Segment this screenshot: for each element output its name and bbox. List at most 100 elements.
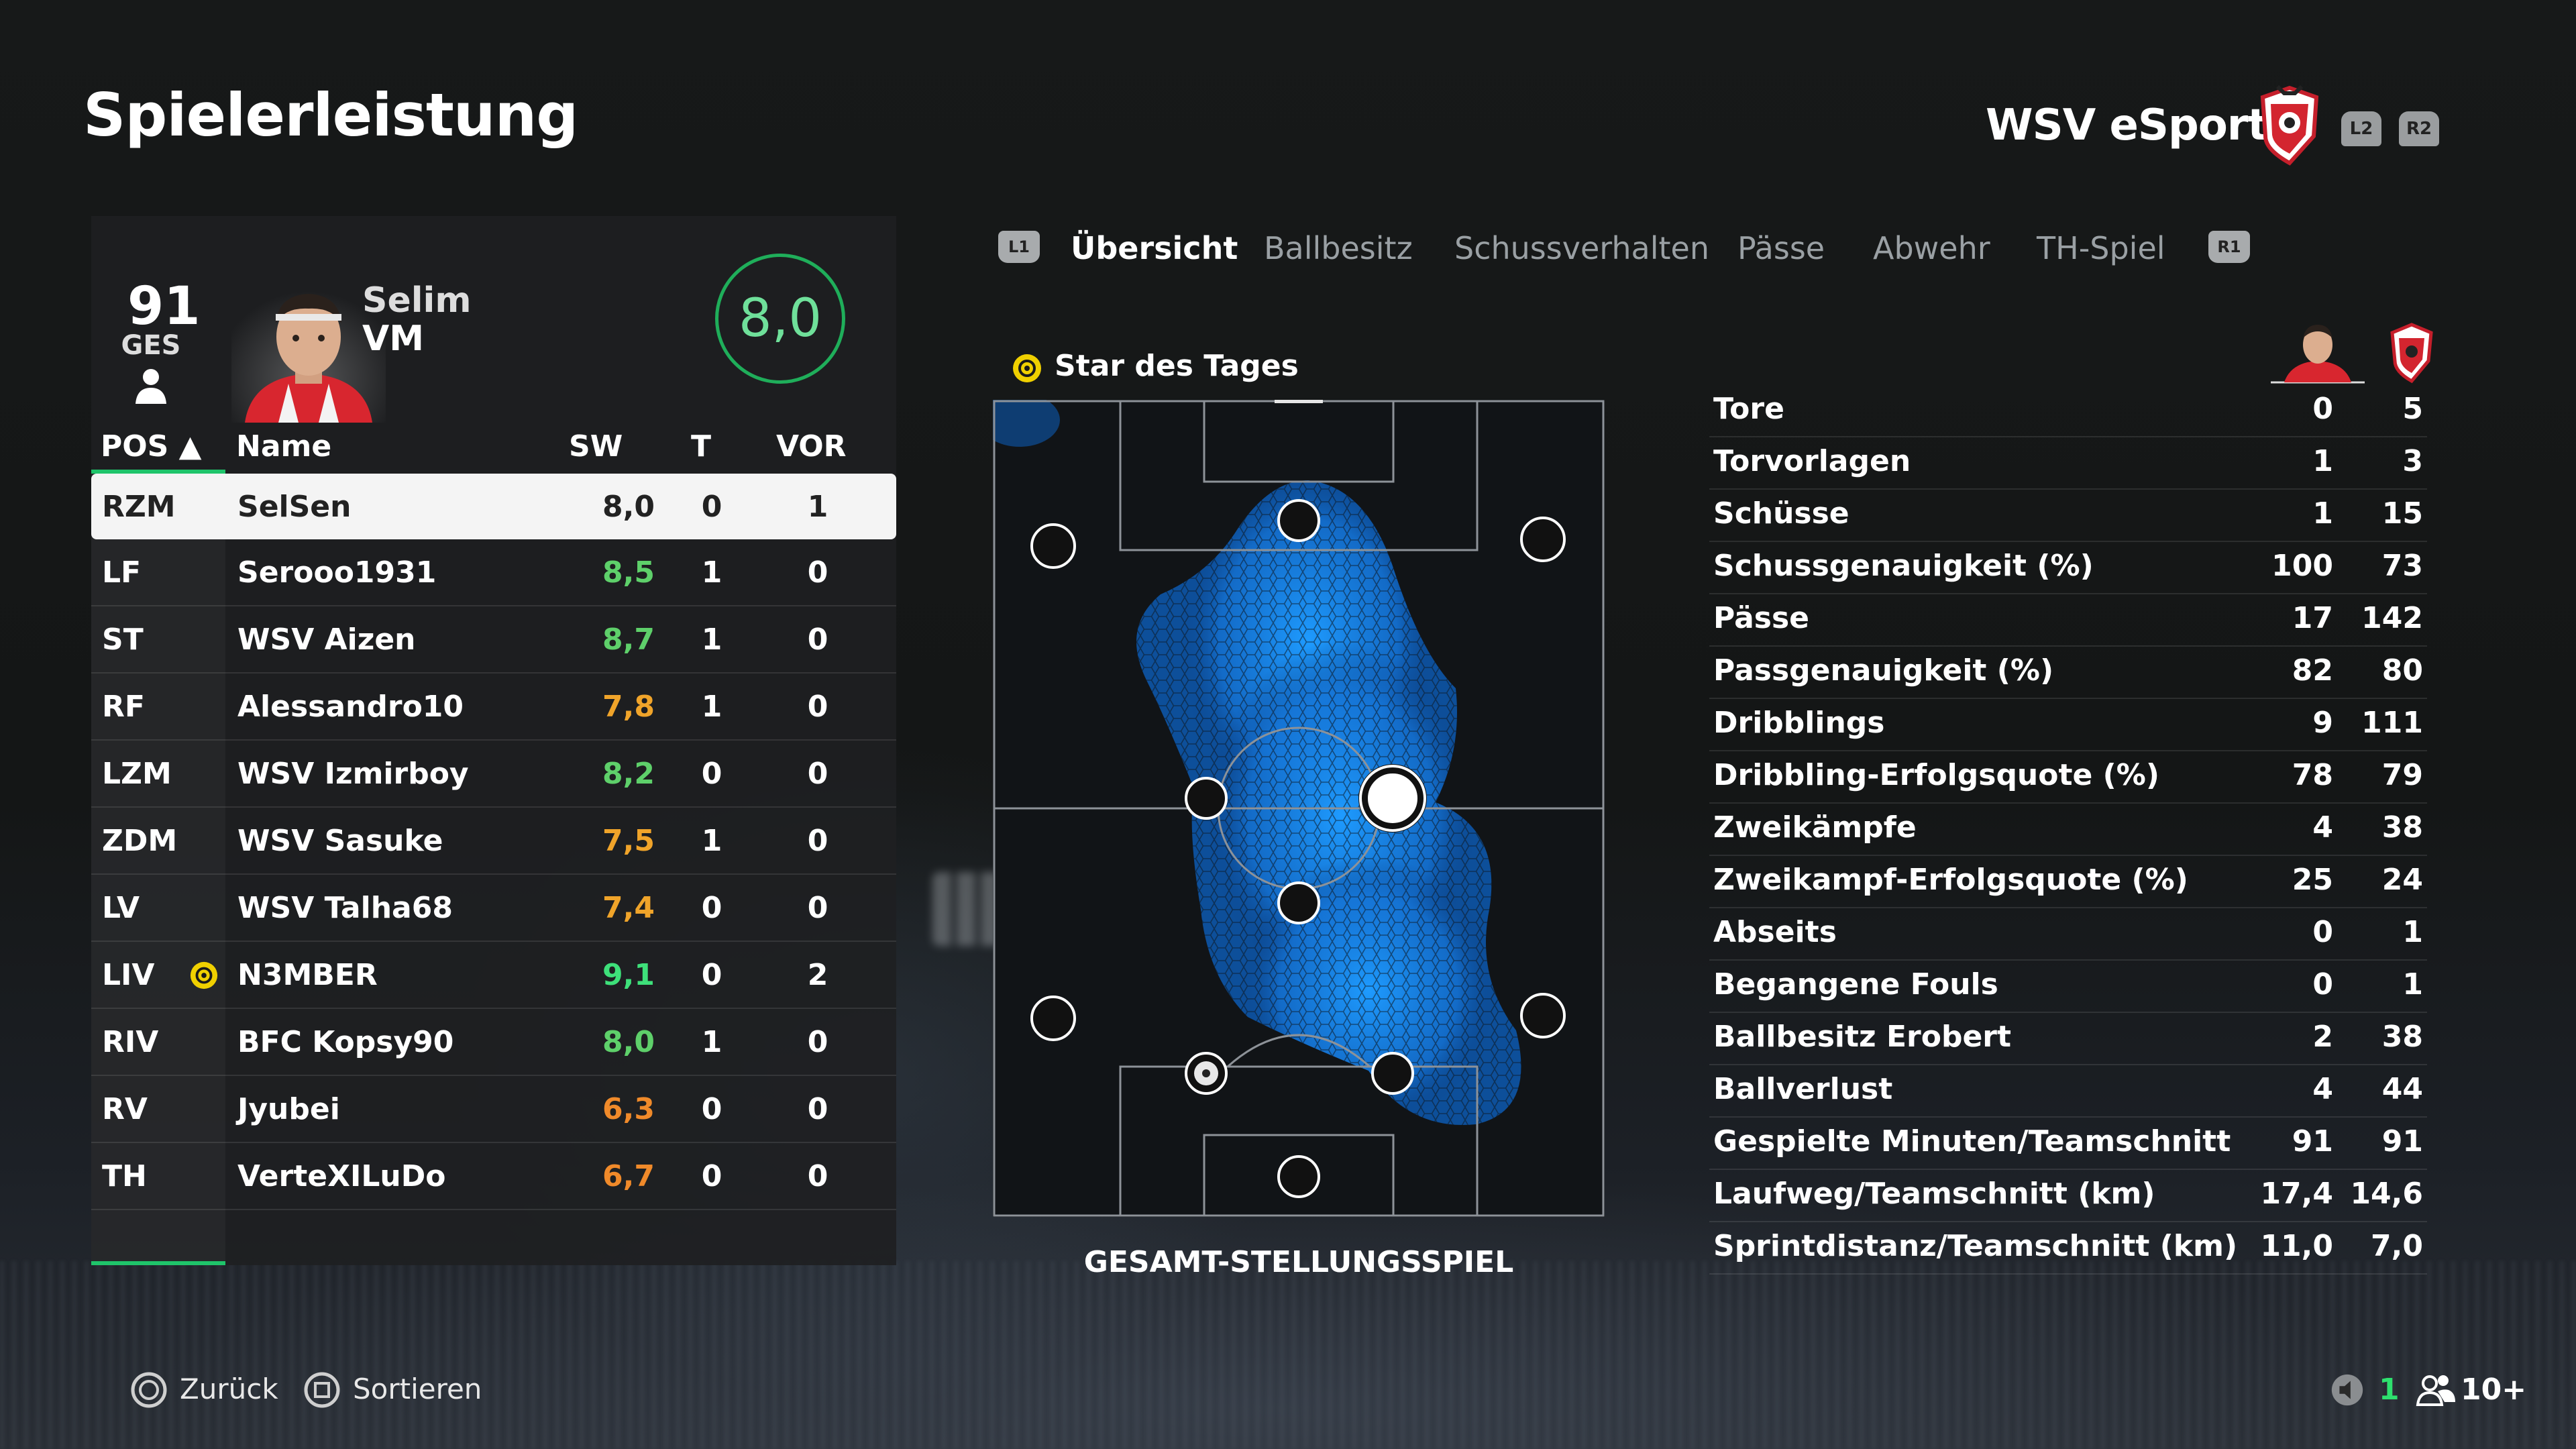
sort-indicator-underline xyxy=(91,470,225,474)
row-position: RZM xyxy=(102,490,176,524)
row-goals: 0 xyxy=(701,1092,722,1126)
row-rating: 6,7 xyxy=(602,1159,655,1193)
stat-label: Dribblings xyxy=(1713,706,1885,740)
row-assists: 0 xyxy=(807,757,828,791)
column-header-sw[interactable]: SW xyxy=(569,429,623,464)
stat-label: Zweikämpfe xyxy=(1713,810,1917,845)
row-assists: 0 xyxy=(807,824,828,858)
stat-label: Tore xyxy=(1713,392,1784,426)
tab-ballbesitz[interactable]: Ballbesitz xyxy=(1264,230,1413,266)
row-assists: 0 xyxy=(807,555,828,590)
table-row[interactable]: ZDM WSV Sasuke 7,5 1 0 xyxy=(91,808,896,875)
stat-player-value: 2 xyxy=(2312,1020,2333,1054)
stat-label: Ballverlust xyxy=(1713,1072,1893,1106)
player-list-panel xyxy=(91,216,896,1265)
row-assists: 2 xyxy=(807,958,828,992)
stat-row: Begangene Fouls 0 1 xyxy=(1709,961,2427,1013)
stat-team-value: 1 xyxy=(2402,967,2423,1002)
stat-row: Zweikampf-Erfolgsquote (%) 25 24 xyxy=(1709,856,2427,908)
table-row[interactable]: LIV N3MBER 9,1 0 2 xyxy=(91,942,896,1009)
row-name: VerteXILuDo xyxy=(237,1159,446,1193)
player-rating-circle: 8,0 xyxy=(715,254,845,384)
row-assists: 0 xyxy=(807,623,828,657)
stat-row: Zweikämpfe 4 38 xyxy=(1709,804,2427,856)
row-position: ST xyxy=(102,623,144,657)
tab-paesse[interactable]: Pässe xyxy=(1737,230,1825,266)
row-assists: 0 xyxy=(807,1092,828,1126)
stat-row: Abseits 0 1 xyxy=(1709,908,2427,961)
column-header-t[interactable]: T xyxy=(691,429,712,464)
stat-team-value: 142 xyxy=(2361,601,2423,635)
table-row[interactable]: LF Serooo1931 8,5 1 0 xyxy=(91,539,896,606)
row-position: TH xyxy=(102,1159,147,1193)
stat-team-value: 3 xyxy=(2402,444,2423,478)
stat-player-value: 82 xyxy=(2292,653,2333,688)
team-crest-small-icon xyxy=(2390,323,2433,384)
table-row[interactable]: TH VerteXILuDo 6,7 0 0 xyxy=(91,1143,896,1210)
player-portrait xyxy=(231,276,386,423)
stat-player-value: 1 xyxy=(2312,496,2333,531)
crowd-decoration xyxy=(0,1261,2576,1449)
row-rating: 7,8 xyxy=(602,690,655,724)
table-row[interactable]: RZM SelSen 8,0 0 1 xyxy=(91,474,896,539)
l2-button-icon[interactable]: L2 xyxy=(2341,111,2381,146)
row-name: SelSen xyxy=(237,490,352,524)
tab-uebersicht[interactable]: Übersicht xyxy=(1071,230,1238,266)
stat-label: Begangene Fouls xyxy=(1713,967,1998,1002)
table-row[interactable]: RV Jyubei 6,3 0 0 xyxy=(91,1076,896,1143)
person-icon xyxy=(136,369,166,404)
player-overall-label: GES xyxy=(121,330,181,361)
stat-label: Torvorlagen xyxy=(1713,444,1911,478)
row-assists: 0 xyxy=(807,1025,828,1059)
stat-label: Schussgenauigkeit (%) xyxy=(1713,549,2094,583)
stat-label: Zweikampf-Erfolgsquote (%) xyxy=(1713,863,2188,897)
star-of-day-label: Star des Tages xyxy=(1055,349,1299,383)
circle-button-icon[interactable] xyxy=(130,1371,168,1409)
row-goals: 0 xyxy=(701,757,722,791)
row-assists: 0 xyxy=(807,1159,828,1193)
stat-label: Ballbesitz Erobert xyxy=(1713,1020,2012,1054)
tab-th-spiel[interactable]: TH-Spiel xyxy=(2037,230,2165,266)
column-header-name[interactable]: Name xyxy=(236,429,332,464)
stat-player-value: 100 xyxy=(2271,549,2333,583)
column-header-vor[interactable]: VOR xyxy=(776,429,847,464)
stat-team-value: 7,0 xyxy=(2371,1229,2423,1263)
row-name: Alessandro10 xyxy=(237,690,464,724)
r1-button-icon[interactable]: R1 xyxy=(2208,231,2250,263)
tab-schussverhalten[interactable]: Schussverhalten xyxy=(1454,230,1709,266)
r2-button-icon[interactable]: R2 xyxy=(2399,111,2439,146)
column-header-pos[interactable]: POS ▲ xyxy=(101,429,202,464)
row-goals: 0 xyxy=(701,490,722,524)
stat-player-value: 0 xyxy=(2312,967,2333,1002)
row-position: LF xyxy=(102,555,142,590)
table-row[interactable]: ST WSV Aizen 8,7 1 0 xyxy=(91,606,896,674)
stat-player-value: 91 xyxy=(2292,1124,2333,1159)
stat-team-value: 111 xyxy=(2361,706,2423,740)
stat-player-value: 9 xyxy=(2312,706,2333,740)
stat-label: Abseits xyxy=(1713,915,1837,949)
table-row[interactable]: RF Alessandro10 7,8 1 0 xyxy=(91,674,896,741)
tab-abwehr[interactable]: Abwehr xyxy=(1873,230,1990,266)
player-first-name: Selim xyxy=(362,280,472,321)
row-name: WSV Aizen xyxy=(237,623,416,657)
back-button[interactable]: Zurück xyxy=(180,1373,278,1405)
stat-player-value: 78 xyxy=(2292,758,2333,792)
sort-button[interactable]: Sortieren xyxy=(353,1373,482,1405)
stat-row: Passgenauigkeit (%) 82 80 xyxy=(1709,647,2427,699)
table-row[interactable]: RIV BFC Kopsy90 8,0 1 0 xyxy=(91,1009,896,1076)
stat-row: Tore 0 5 xyxy=(1709,385,2427,437)
row-goals: 0 xyxy=(701,958,722,992)
stat-row: Pässe 17 142 xyxy=(1709,594,2427,647)
table-row[interactable]: LZM WSV Izmirboy 8,2 0 0 xyxy=(91,741,896,808)
stat-row: Ballbesitz Erobert 2 38 xyxy=(1709,1013,2427,1065)
square-button-icon[interactable] xyxy=(303,1371,341,1409)
stat-player-value: 4 xyxy=(2312,1072,2333,1106)
row-position: LZM xyxy=(102,757,172,791)
stat-player-value: 0 xyxy=(2312,915,2333,949)
stat-label: Gespielte Minuten/Teamschnitt xyxy=(1713,1124,2231,1159)
stat-player-value: 0 xyxy=(2312,392,2333,426)
l1-button-icon[interactable]: L1 xyxy=(998,231,1040,263)
table-row[interactable]: LV WSV Talha68 7,4 0 0 xyxy=(91,875,896,942)
stat-label: Passgenauigkeit (%) xyxy=(1713,653,2054,688)
row-rating: 8,2 xyxy=(602,757,655,791)
